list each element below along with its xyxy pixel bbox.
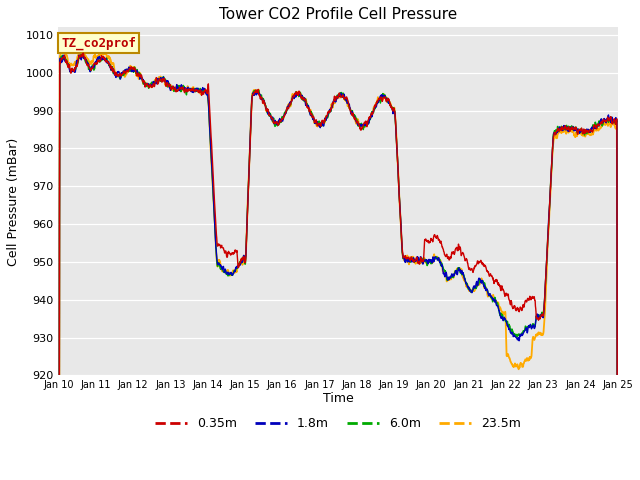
Y-axis label: Cell Pressure (mBar): Cell Pressure (mBar) — [7, 137, 20, 265]
Legend: 0.35m, 1.8m, 6.0m, 23.5m: 0.35m, 1.8m, 6.0m, 23.5m — [150, 412, 525, 435]
Title: Tower CO2 Profile Cell Pressure: Tower CO2 Profile Cell Pressure — [219, 7, 457, 22]
Text: TZ_co2prof: TZ_co2prof — [61, 36, 136, 49]
X-axis label: Time: Time — [323, 392, 353, 405]
